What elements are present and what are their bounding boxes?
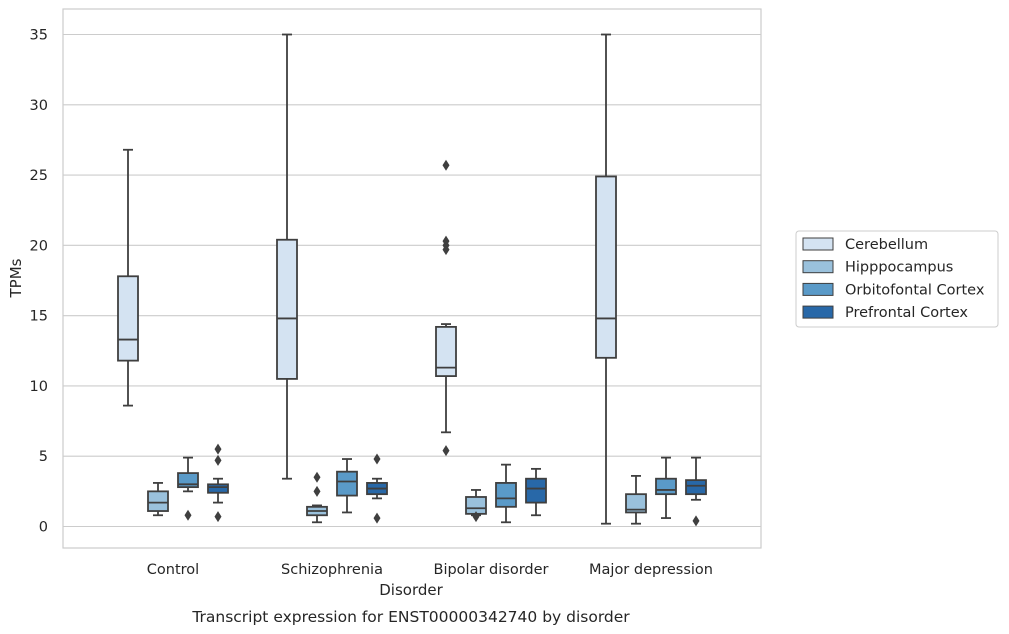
outlier-point: [442, 159, 450, 171]
outlier-point: [373, 512, 381, 524]
box-iqr: [525, 477, 547, 504]
x-tick-label: Control: [147, 562, 199, 578]
outlier-point: [373, 453, 381, 465]
outlier-point: [692, 515, 700, 527]
legend-frame: [795, 230, 999, 328]
box-cerebellum: [595, 33, 617, 525]
box-prefrontal-cortex: [366, 453, 388, 524]
legend-swatch: [802, 282, 834, 296]
outlier-point: [214, 511, 222, 523]
box-hipppocampus: [465, 489, 487, 523]
box-iqr: [595, 175, 617, 359]
chart-caption: Transcript expression for ENST0000034274…: [191, 608, 630, 626]
box-hipppocampus: [306, 471, 328, 524]
box-iqr: [435, 325, 457, 377]
x-axis-label: Disorder: [379, 581, 443, 599]
outlier-point: [472, 511, 480, 523]
plot-frame: [62, 8, 762, 549]
legend-label: Cerebellum: [845, 237, 928, 253]
box-cerebellum: [435, 159, 457, 457]
legend-swatch: [802, 237, 834, 251]
outlier-point: [442, 235, 450, 247]
box-prefrontal-cortex: [525, 467, 547, 517]
box-series: [117, 33, 707, 527]
box-iqr: [495, 482, 517, 508]
legend-label: Orbitofontal Cortex: [845, 282, 985, 298]
outlier-point: [313, 471, 321, 483]
y-tick-label: 15: [30, 309, 48, 325]
box-iqr: [336, 470, 358, 497]
y-tick-label: 10: [30, 379, 48, 395]
box-orbitofontal-cortex: [655, 456, 677, 519]
x-tick-label: Major depression: [589, 562, 713, 578]
box-iqr: [117, 275, 139, 362]
box-iqr: [655, 477, 677, 496]
box-hipppocampus: [625, 474, 647, 525]
x-tick-label: Schizophrenia: [281, 562, 383, 578]
legend-swatch: [802, 305, 834, 319]
legend-label: Hipppocampus: [845, 260, 953, 276]
x-tick-labels: Control Schizophrenia Bipolar disorder Majo…: [147, 562, 713, 578]
outlier-point: [442, 445, 450, 457]
box-iqr: [685, 479, 707, 496]
x-tick-label: Bipolar disorder: [434, 562, 549, 578]
y-tick-label: 0: [39, 520, 48, 536]
outlier-point: [184, 509, 192, 521]
box-cerebellum: [117, 148, 139, 407]
legend: Cerebellum Hipppocampus Orbitofontal Corte…: [795, 230, 999, 328]
box-orbitofontal-cortex: [336, 458, 358, 514]
y-tick-label: 35: [30, 28, 48, 44]
y-tick-label: 25: [30, 168, 48, 184]
box-cerebellum: [276, 33, 298, 480]
box-iqr: [276, 238, 298, 380]
outlier-point: [313, 485, 321, 497]
box-prefrontal-cortex: [207, 443, 229, 523]
box-iqr: [625, 493, 647, 514]
outlier-point: [214, 443, 222, 455]
y-tick-label: 5: [39, 449, 48, 465]
y-tick-label: 30: [30, 98, 48, 114]
y-tick-label: 20: [30, 238, 48, 254]
box-iqr: [207, 483, 229, 494]
legend-label: Prefrontal Cortex: [845, 305, 968, 321]
box-orbitofontal-cortex: [495, 463, 517, 524]
box-prefrontal-cortex: [685, 456, 707, 527]
y-tick-labels: 0 5 10 15 20 25 30 35: [30, 28, 48, 536]
box-iqr: [147, 490, 169, 512]
gridlines: [63, 33, 761, 528]
box-orbitofontal-cortex: [177, 456, 199, 521]
outlier-point: [214, 454, 222, 466]
y-axis-label: TPMs: [7, 258, 25, 298]
legend-swatch: [802, 260, 834, 274]
box-hipppocampus: [147, 482, 169, 517]
